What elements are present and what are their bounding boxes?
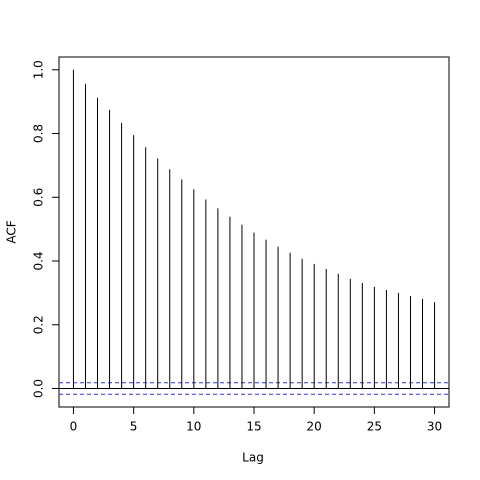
y-tick-label: 1.0 [32,60,46,79]
y-tick-label: 0.6 [32,188,46,207]
x-tick-label: 10 [186,420,201,434]
x-tick-label: 25 [367,420,382,434]
x-axis-label: Lag [242,451,264,465]
y-tick-label: 0.8 [32,124,46,143]
y-tick-label: 0.4 [32,251,46,270]
x-tick-label: 5 [130,420,138,434]
y-axis-label: ACF [5,220,19,243]
x-tick-label: 20 [307,420,322,434]
x-tick-label: 15 [246,420,261,434]
x-tick-label: 30 [427,420,442,434]
y-tick-label: 0.0 [32,379,46,398]
x-tick-label: 0 [70,420,78,434]
y-tick-label: 0.2 [32,315,46,334]
